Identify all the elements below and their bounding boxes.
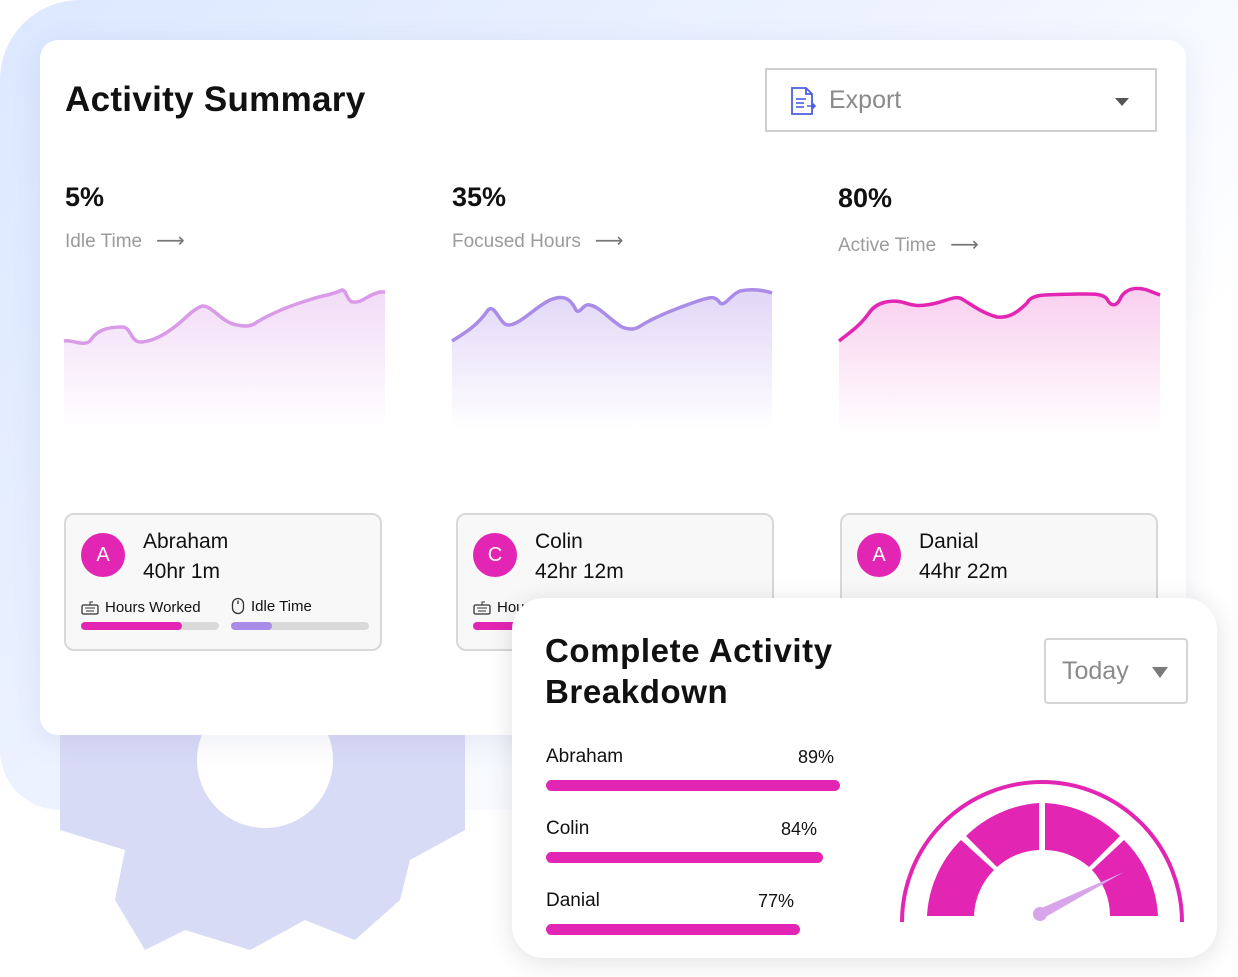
gauge-segment (1045, 803, 1120, 867)
sparkline-area (64, 290, 385, 430)
gauge-outer-arc (900, 780, 1184, 923)
chevron-down-icon (1115, 98, 1129, 106)
metric-value: 5% (65, 182, 105, 212)
gauge-needle-hub (1033, 907, 1047, 921)
avatar: A (81, 533, 125, 577)
idle-time-sparkline (63, 288, 385, 430)
sparkline-line (451, 287, 773, 343)
sparkline-area (839, 288, 1160, 435)
mouse-icon (231, 597, 245, 615)
breakdown-row-percent: 84% (781, 819, 818, 839)
metric-link-focused-hours[interactable]: Focused Hours ⟶ (452, 228, 624, 253)
arrow-right-icon: ⟶ (594, 230, 624, 252)
activity-gauge (900, 780, 1184, 923)
keyboard-icon (81, 601, 99, 615)
sparkline-line (63, 288, 385, 345)
breakdown-row-bar (546, 780, 840, 791)
arrow-right-icon: ⟶ (950, 234, 979, 256)
focused-hours-sparkline (451, 287, 773, 430)
active-time-sparkline (837, 286, 1161, 435)
period-label: Today (1062, 657, 1129, 685)
user-hours: 44hr 22m (919, 560, 1008, 583)
gauge-segment (927, 840, 994, 916)
idle-time-bar-fill (231, 622, 273, 630)
breakdown-row-name: Colin (546, 818, 590, 839)
metric-active-time: 80% Active Time ⟶ (838, 183, 979, 256)
legend-label: Idle Time (251, 597, 312, 615)
chevron-down-icon (1152, 667, 1168, 678)
metric-idle-time: 5% Idle Time ⟶ (65, 182, 185, 252)
metric-value: 80% (838, 183, 893, 213)
gauge-segment (1092, 840, 1158, 916)
metric-label: Focused Hours (452, 231, 581, 252)
avatar: C (473, 533, 517, 577)
hours-worked-legend: Hours Worked (81, 599, 201, 616)
export-dropdown[interactable]: Export (765, 68, 1157, 132)
metric-link-idle-time[interactable]: Idle Time ⟶ (65, 228, 185, 253)
activity-summary-title: Activity Summary (65, 80, 366, 119)
user-hours: 40hr 1m (143, 560, 221, 583)
sparkline-line (837, 286, 1161, 343)
legend-label: Hours Worked (105, 599, 201, 616)
breakdown-title: Complete Activity Breakdown (545, 632, 833, 710)
metric-label: Idle Time (65, 231, 143, 252)
avatar: A (857, 533, 901, 577)
metric-value: 35% (452, 182, 507, 212)
breakdown-row-percent: 89% (798, 747, 835, 767)
user-card-abraham[interactable]: A Abraham 40hr 1m Hours Worked Idle Time (64, 513, 382, 651)
keyboard-icon (473, 601, 491, 615)
hours-worked-bar (81, 622, 219, 630)
sparkline-area (452, 289, 772, 430)
idle-time-legend: Idle Time (231, 597, 312, 615)
breakdown-row-percent: 77% (758, 891, 795, 911)
activity-breakdown-card: Complete Activity Breakdown Today Abraha… (512, 598, 1217, 958)
metric-focused-hours: 35% Focused Hours ⟶ (452, 182, 624, 252)
breakdown-row-name: Abraham (546, 746, 624, 767)
export-label: Export (829, 86, 902, 114)
breakdown-row-bar (546, 924, 800, 935)
user-name: Abraham (143, 530, 229, 553)
idle-time-bar (231, 622, 369, 630)
breakdown-row-name: Danial (546, 890, 600, 911)
document-export-icon (791, 87, 817, 115)
metric-label: Active Time (838, 235, 937, 256)
hours-worked-bar-fill (81, 622, 182, 630)
gauge-segment (966, 803, 1039, 867)
arrow-right-icon: ⟶ (156, 230, 185, 252)
user-hours: 42hr 12m (535, 560, 624, 583)
breakdown-row-bar (546, 852, 823, 863)
gauge-needle (1037, 872, 1124, 919)
metric-link-active-time[interactable]: Active Time ⟶ (838, 232, 979, 257)
user-name: Colin (535, 530, 583, 553)
period-dropdown[interactable]: Today (1044, 638, 1188, 704)
user-name: Danial (919, 530, 979, 553)
